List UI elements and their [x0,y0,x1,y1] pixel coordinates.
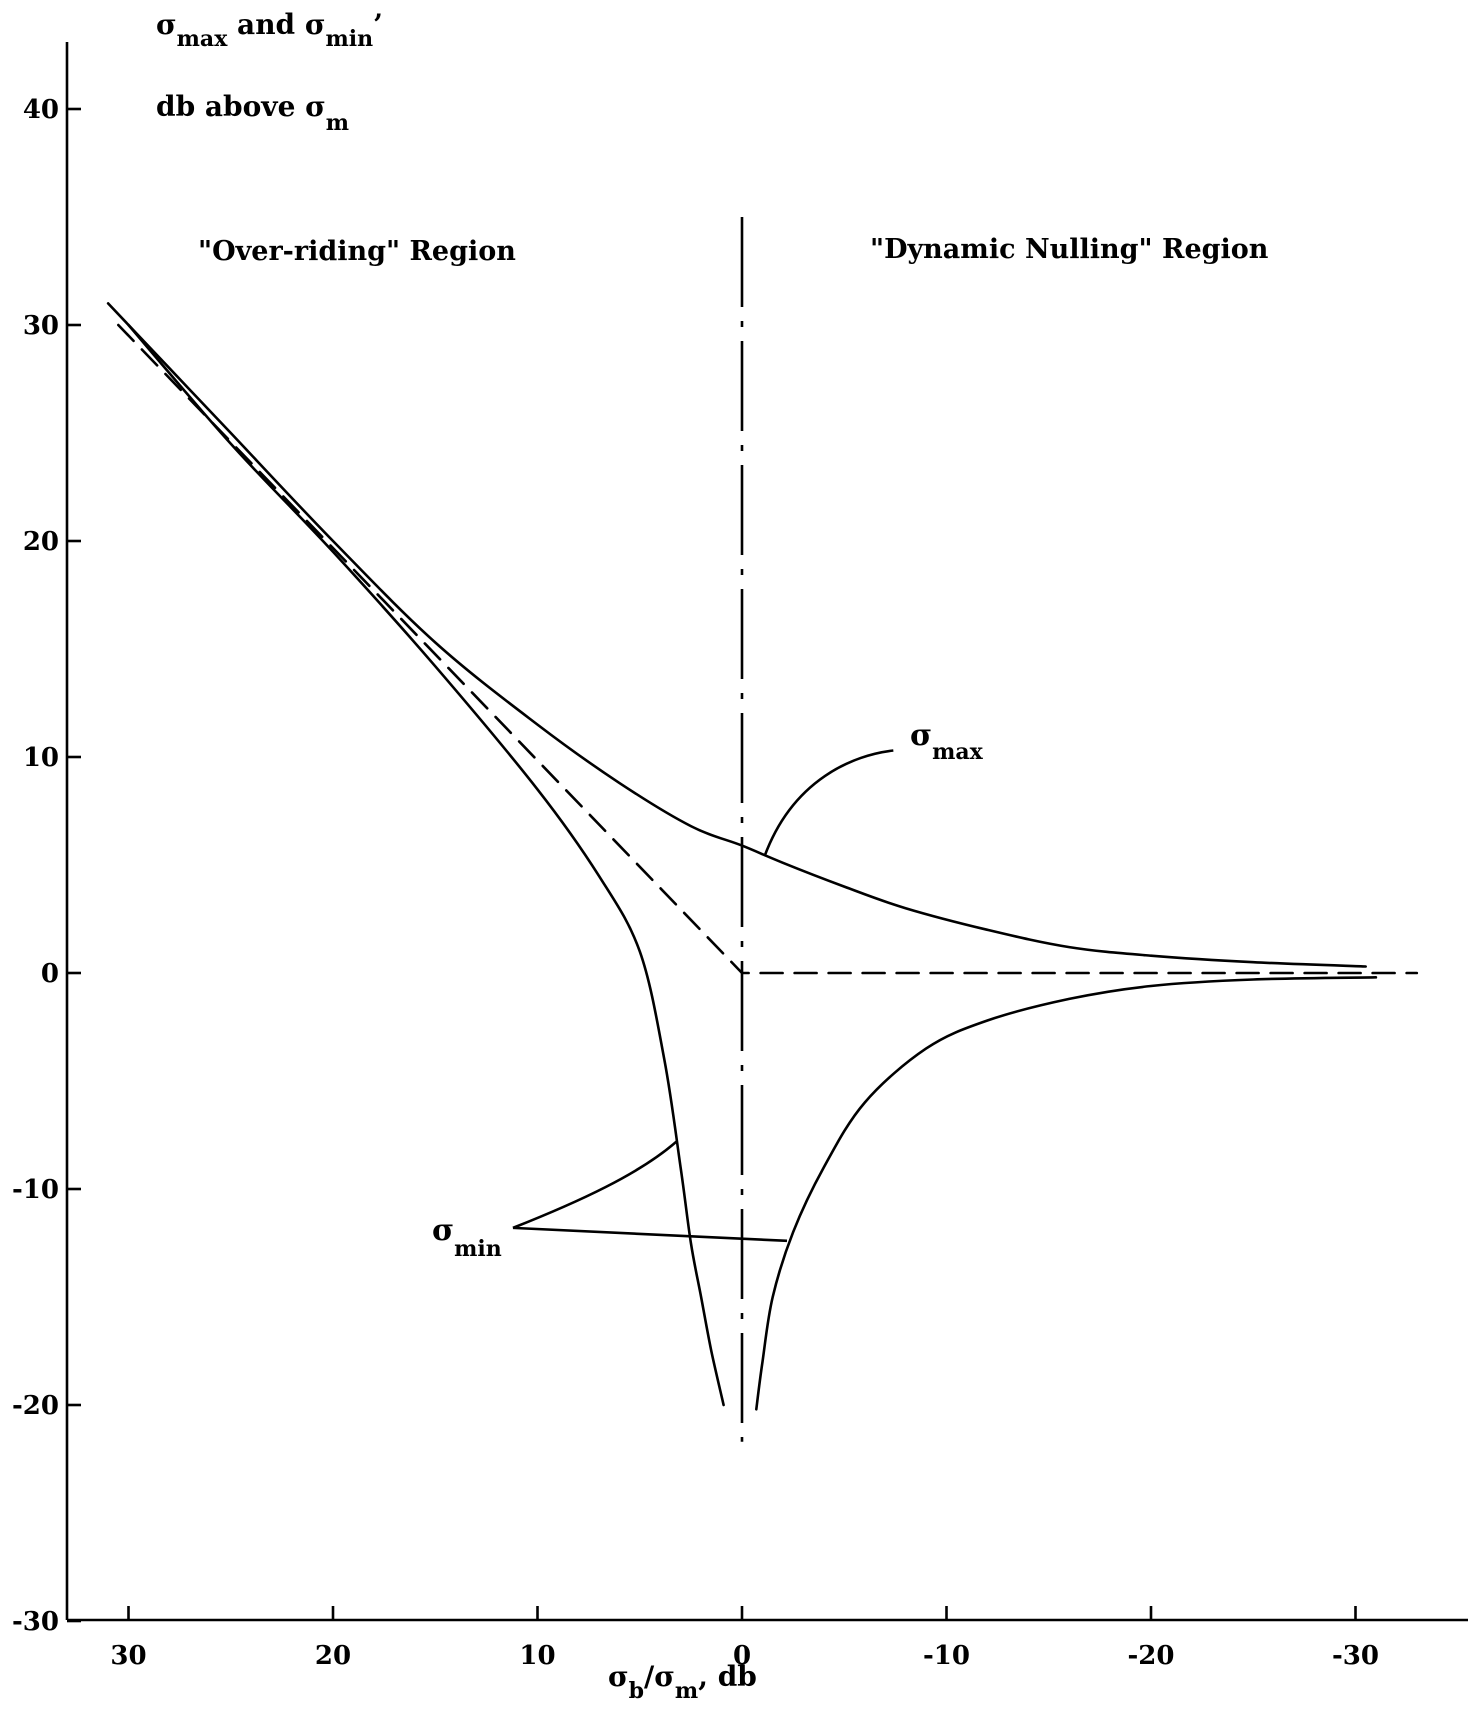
x-tick-label: -10 [923,1641,970,1671]
y-axis-title-line2: db above σm [156,90,349,136]
series-asymptote [117,323,1419,975]
curves [106,302,1419,1411]
series-sigma-min-left [127,323,725,1407]
annotations [512,217,894,1442]
y-axis-title-line1: σmax and σmin’ [156,8,383,52]
x-tick-label: 30 [110,1641,146,1671]
y-tick-label: 10 [23,743,59,773]
sigma-min-label: σmin [432,1213,502,1262]
y-tick-label: 40 [23,95,59,125]
sigma-max-label: σmax [910,718,984,765]
region-label-dynamic-nulling: "Dynamic Nulling" Region [870,234,1269,265]
tick-marks: 40 30 20 10 0 -10 -20 -30 30 20 10 0 -10 -20 -30 [12,95,1379,1671]
x-tick-label: -20 [1128,1641,1175,1671]
y-tick-label: -10 [12,1175,59,1205]
region-label-over-riding: "Over-riding" Region [198,236,516,267]
series-sigma-max [106,302,1367,968]
x-tick-label: -30 [1332,1641,1379,1671]
axes [65,42,1468,1622]
x-axis-title: σb/σm, db [608,1660,757,1704]
y-tick-label: 30 [23,311,59,341]
sigma-max-leader [763,749,894,857]
x-tick-label: 20 [315,1641,351,1671]
y-tick-label: -20 [12,1391,59,1421]
x-tick-label: 0 [733,1641,751,1671]
sigma-min-leader-lower [512,1226,788,1243]
y-tick-label: 0 [41,959,59,989]
y-tick-label: 20 [23,527,59,557]
x-tick-label: 10 [519,1641,555,1671]
sigma-min-leader-upper [512,1140,678,1230]
y-tick-label: -30 [12,1607,59,1637]
series-sigma-min-right [755,976,1378,1411]
